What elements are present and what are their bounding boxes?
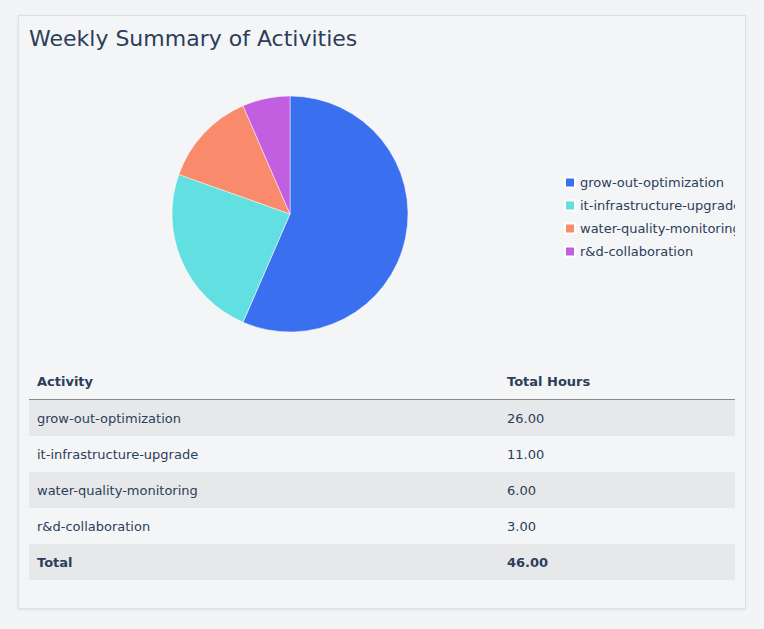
svg-text:it-infrastructure-upgrade: it-infrastructure-upgrade (580, 198, 735, 213)
html-text:6.00: 6.00 (507, 482, 536, 498)
svg-text:grow-out-optimization: grow-out-optimization (580, 175, 724, 190)
html-text:it-infrastructure-upgrade: it-infrastructure-upgrade (37, 446, 199, 462)
html-text:Activity: Activity (37, 373, 94, 389)
html-text:3.00: 3.00 (507, 518, 536, 534)
html-text:Total Hours: Total Hours (507, 373, 591, 389)
html-text:grow-out-optimization: grow-out-optimization (37, 410, 181, 426)
html-text:Total: Total (37, 554, 73, 570)
html-text:water-quality-monitoring: water-quality-monitoring (37, 482, 198, 498)
html-text:46.00: 46.00 (507, 554, 549, 570)
html-text:Weekly Summary of Activities: Weekly Summary of Activities (29, 26, 358, 51)
html-text:r&d-collaboration: r&d-collaboration (37, 518, 151, 534)
html-text:26.00: 26.00 (507, 410, 545, 426)
svg-text:r&d-collaboration: r&d-collaboration (580, 244, 693, 259)
svg-text:water-quality-monitoring: water-quality-monitoring (580, 221, 735, 236)
html-text:11.00: 11.00 (507, 446, 545, 462)
